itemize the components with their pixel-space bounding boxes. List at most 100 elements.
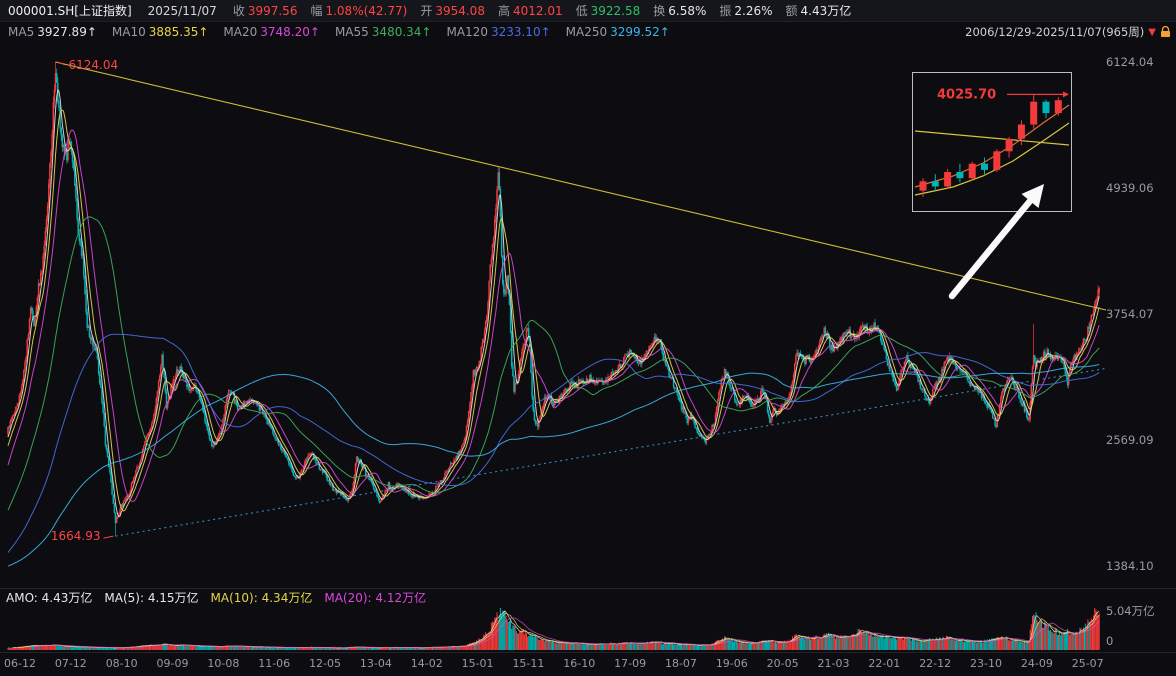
candlestick-chart-canvas[interactable]: 6124.04 1664.93 xyxy=(0,42,1176,588)
quote-field-label: 额 xyxy=(785,4,798,18)
quote-field-2: 开 3954.08 xyxy=(420,2,485,19)
x-tick: 12-05 xyxy=(309,657,342,670)
ma-item-ma120: MA120 3233.10↑ xyxy=(446,25,550,39)
svg-text:6124.04: 6124.04 xyxy=(69,58,119,72)
volume-panel[interactable] xyxy=(0,604,1176,652)
quote-field-value: 2.26% xyxy=(734,4,773,18)
quote-field-0: 收 3997.56 xyxy=(233,2,298,19)
zoom-inset: 4025.70 xyxy=(912,72,1072,212)
dropdown-arrow-icon[interactable]: ▼ xyxy=(1148,26,1156,38)
volume-tick: 0 xyxy=(1106,634,1114,648)
quote-field-6: 振 2.26% xyxy=(719,2,772,19)
quote-field-label: 振 xyxy=(719,4,732,18)
amo-label: AMO: xyxy=(6,590,42,605)
x-tick: 14-02 xyxy=(410,657,443,670)
ma-value: 3927.89↑ xyxy=(37,25,97,39)
quote-field-value: 3954.08 xyxy=(435,4,485,18)
lock-icon[interactable] xyxy=(1160,26,1171,38)
ma-value: 3233.10↑ xyxy=(490,25,551,39)
ma-value: 3885.35↑ xyxy=(148,25,209,39)
amo-value: 4.12万亿 xyxy=(375,590,427,605)
x-tick: 23-10 xyxy=(970,657,1002,670)
y-tick: 1384.10 xyxy=(1106,559,1154,573)
x-tick: 22-12 xyxy=(919,657,952,670)
amo-value: 4.43万亿 xyxy=(41,590,93,605)
quote-field-value: 3997.56 xyxy=(247,4,298,18)
inset-high-label: 4025.70 xyxy=(937,87,996,102)
quote-field-label: 开 xyxy=(420,4,433,18)
quote-field-4: 低 3922.58 xyxy=(576,2,641,19)
amo-item-3: MA(20): 4.12万亿 xyxy=(324,589,426,606)
amo-label: MA(10): xyxy=(210,590,262,605)
x-tick: 15-11 xyxy=(512,657,545,670)
quote-field-5: 换 6.58% xyxy=(653,2,706,19)
x-tick: 06-12 xyxy=(4,657,36,670)
amount-indicator-row: AMO: 4.43万亿 MA(5): 4.15万亿 MA(10): 4.34万亿 MA… xyxy=(0,588,1176,606)
amo-value: 4.15万亿 xyxy=(147,590,199,605)
x-tick: 08-10 xyxy=(105,657,138,670)
ma-value: 3480.34↑ xyxy=(371,25,432,39)
ma-item-ma10: MA10 3885.35↑ xyxy=(112,25,209,39)
date-range-text: 2006/12/29-2025/11/07(965周) xyxy=(965,25,1145,39)
x-tick: 13-04 xyxy=(359,657,392,670)
quote-field-label: 收 xyxy=(232,4,245,18)
x-tick: 15-01 xyxy=(461,657,494,670)
x-tick: 25-07 xyxy=(1071,657,1104,670)
ma-value: 3748.20↑ xyxy=(260,25,320,39)
amo-item-0: AMO: 4.43万亿 xyxy=(6,589,92,606)
ma-label: MA55 xyxy=(334,25,369,39)
ma-label: MA5 xyxy=(8,25,35,39)
quote-field-label: 高 xyxy=(497,4,510,18)
quote-header: 000001.SH[上证指数] 2025/11/07 收 3997.56 幅 1.08… xyxy=(0,0,1176,22)
quote-field-3: 高 4012.01 xyxy=(498,2,563,19)
x-tick: 20-05 xyxy=(766,657,799,670)
x-tick: 07-12 xyxy=(54,657,87,670)
x-tick: 19-06 xyxy=(715,657,748,670)
date-range: 2006/12/29-2025/11/07(965周) ▼ xyxy=(965,22,1171,42)
amo-value: 4.34万亿 xyxy=(261,590,313,605)
x-axis-labels: 06-12 07-12 08-10 09-09 10-08 11-06 12-05 13-04… xyxy=(0,652,1176,670)
amo-item-1: MA(5): 4.15万亿 xyxy=(104,589,198,606)
quote-date: 2025/11/07 xyxy=(147,3,217,18)
header-fields: 收 3997.56 幅 1.08%(42.77) 开 3954.08 高 4012.01 低 39… xyxy=(233,2,851,19)
quote-field-value: 4.43万亿 xyxy=(800,4,852,18)
ma-item-ma5: MA5 3927.89↑ xyxy=(8,25,97,39)
volume-chart-canvas[interactable] xyxy=(0,604,1176,652)
y-tick: 2569.09 xyxy=(1106,433,1154,447)
symbol-name[interactable]: 000001.SH[上证指数] xyxy=(8,4,132,18)
x-tick: 17-09 xyxy=(614,657,647,670)
ma-item-ma55: MA55 3480.34↑ xyxy=(335,25,432,39)
volume-tick: 5.04万亿 xyxy=(1106,604,1155,618)
ma-label: MA20 xyxy=(223,25,258,39)
ma-label: MA10 xyxy=(111,25,146,39)
amo-label: MA(20): xyxy=(324,590,376,605)
ma-indicator-bar: MA5 3927.89↑ MA10 3885.35↑ MA20 3748.20↑ MA55 3… xyxy=(0,22,1176,42)
ma-item-ma250: MA250 3299.52↑ xyxy=(566,25,670,39)
quote-field-value: 3922.58 xyxy=(590,4,641,18)
amo-label: MA(5): xyxy=(104,590,148,605)
amo-item-2: MA(10): 4.34万亿 xyxy=(211,589,313,606)
x-tick: 18-07 xyxy=(664,657,697,670)
x-tick: 09-09 xyxy=(156,657,189,670)
ma-item-ma20: MA20 3748.20↑ xyxy=(223,25,320,39)
main-chart[interactable]: 6124.04 1664.93 4025.70 xyxy=(0,42,1176,588)
quote-field-label: 换 xyxy=(653,4,666,18)
y-tick: 4939.06 xyxy=(1106,181,1154,195)
y-tick: 3754.07 xyxy=(1106,307,1154,321)
y-tick: 6124.04 xyxy=(1106,55,1154,69)
x-tick: 24-09 xyxy=(1020,657,1053,670)
zoom-inset-canvas: 4025.70 xyxy=(914,87,1070,197)
ma-values: MA5 3927.89↑ MA10 3885.35↑ MA20 3748.20↑ MA55 3… xyxy=(8,25,670,39)
quote-field-label: 低 xyxy=(575,4,588,18)
ma-label: MA250 xyxy=(565,25,608,39)
quote-field-value: 4012.01 xyxy=(512,4,563,18)
x-tick: 10-08 xyxy=(207,657,240,670)
x-tick: 21-03 xyxy=(817,657,850,670)
quote-field-value: 1.08%(42.77) xyxy=(325,4,408,18)
x-tick: 16-10 xyxy=(563,657,596,670)
quote-field-value: 6.58% xyxy=(668,4,707,18)
quote-field-7: 额 4.43万亿 xyxy=(786,2,852,19)
quote-field-label: 幅 xyxy=(310,4,323,18)
ma-value: 3299.52↑ xyxy=(610,25,670,39)
